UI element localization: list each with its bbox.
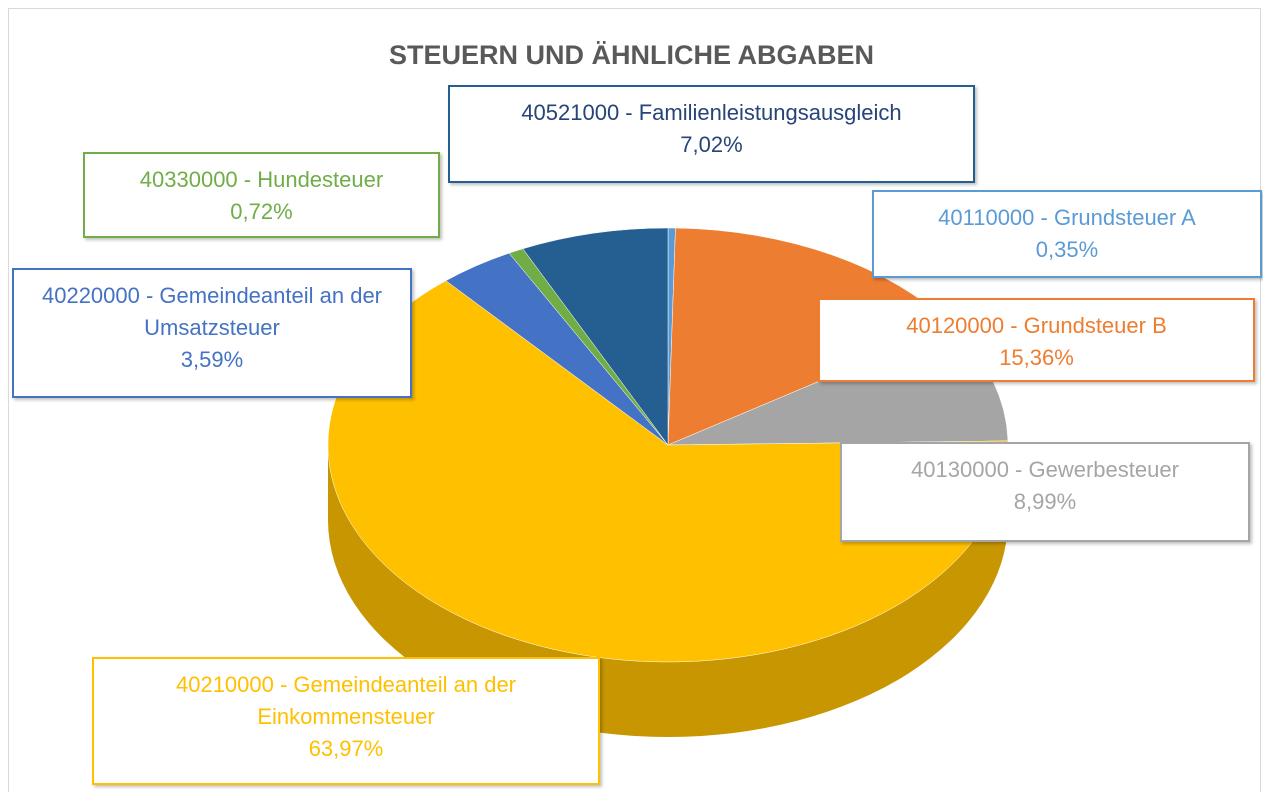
category-label: 40220000 - Gemeindeanteil an der Umsatzs… [41, 283, 383, 340]
value-label: 7,02% [680, 132, 743, 157]
chart-title: STEUERN UND ÄHNLICHE ABGABEN [388, 40, 874, 70]
data-label-box: 40130000 - Gewerbesteuer 8,99% [840, 442, 1250, 542]
value-label: 63,97% [308, 736, 384, 761]
data-label-box: 40521000 - Familienleistungsausgleich 7,0… [448, 85, 975, 183]
category-label: 40110000 - Grundsteuer A [938, 205, 1196, 230]
slice [522, 227, 669, 446]
chart-frame [8, 8, 1261, 792]
value-label: 3,59% [180, 347, 244, 372]
category-label: 40210000 - Gemeindeanteil an der Einkomm… [175, 672, 517, 729]
category-label: 40521000 - Familienleistungsausgleich [521, 100, 902, 125]
data-label-box: 40330000 - Hundesteuer 0,72% [83, 152, 440, 238]
category-label: 40130000 - Gewerbesteuer [911, 457, 1179, 482]
value-label: 0,35% [1035, 237, 1099, 262]
data-label-box: 40210000 - Gemeindeanteil an der Einkomm… [92, 657, 600, 785]
category-label: 40330000 - Hundesteuer [139, 167, 384, 192]
value-label: 15,36% [999, 345, 1074, 370]
value-label: 8,99% [1013, 489, 1077, 514]
data-label-box: 40220000 - Gemeindeanteil an der Umsatzs… [12, 268, 412, 398]
data-label-box: 40120000 - Grundsteuer B 15,36% [818, 298, 1255, 382]
value-label: 0,72% [230, 199, 293, 224]
category-label: 40120000 - Grundsteuer B [906, 313, 1167, 338]
data-label-box: 40110000 - Grundsteuer A 0,35% [872, 190, 1262, 278]
